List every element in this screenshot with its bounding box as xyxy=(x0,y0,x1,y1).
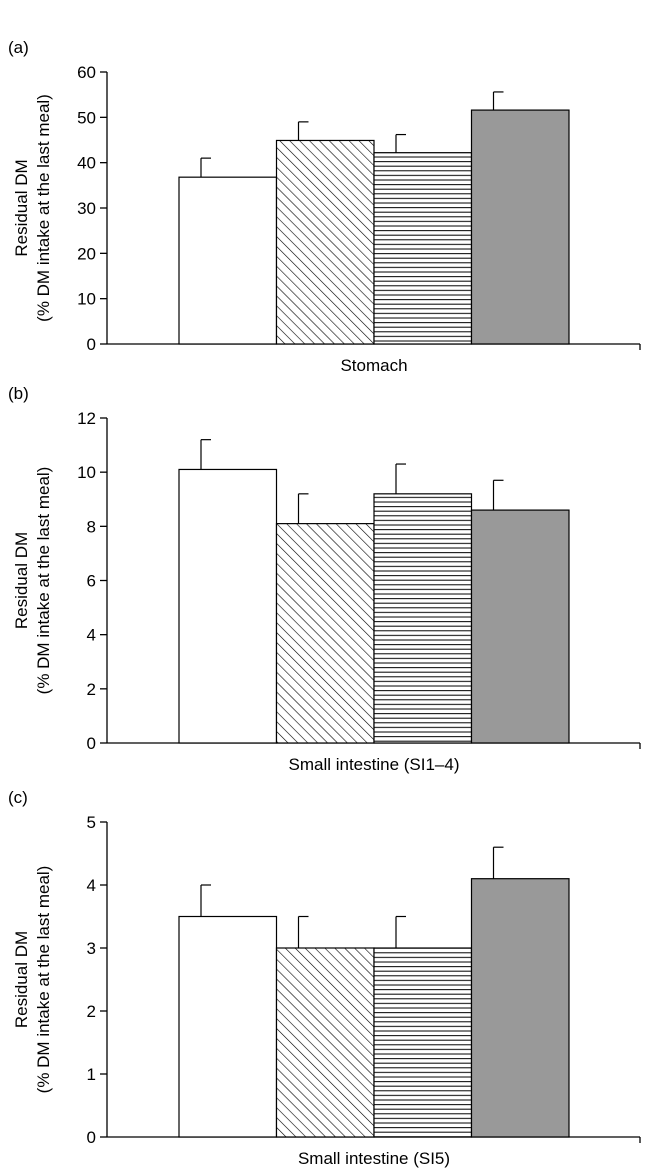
y-tick-label: 12 xyxy=(77,409,96,428)
panel-label: (b) xyxy=(8,384,29,403)
bar-grey xyxy=(470,878,570,1138)
y-tick-label: 4 xyxy=(87,876,96,895)
y-tick-label: 0 xyxy=(87,1128,96,1147)
y-tick-label: 10 xyxy=(77,463,96,482)
y-tick-label: 0 xyxy=(87,335,96,354)
y-axis-label-line-1: Residual DM xyxy=(12,931,31,1028)
bar-grey xyxy=(470,509,570,744)
bar-horizontal xyxy=(373,947,473,1138)
y-axis-label-line-1: Residual DM xyxy=(12,532,31,629)
y-axis-label-line-2: (% DM intake at the last meal) xyxy=(34,94,53,322)
bar-diagonal xyxy=(275,139,375,345)
chart-panel-3: 0 1 2 3 4 5 Small intestine (SI5) Residual DM (%… xyxy=(8,788,641,1168)
bar-horizontal xyxy=(373,152,473,345)
y-tick-label: 6 xyxy=(87,572,96,591)
chart-panel-2: 0 2 4 6 8 10 12 Small intestine (SI1–4) Residual… xyxy=(8,384,641,774)
bar-grey xyxy=(470,109,570,345)
y-tick-label: 30 xyxy=(77,199,96,218)
x-axis-label: Small intestine (SI5) xyxy=(298,1149,450,1168)
bar-white xyxy=(178,915,278,1138)
bar-horizontal xyxy=(373,493,473,744)
bar-white xyxy=(178,176,278,345)
y-tick-label: 4 xyxy=(87,626,96,645)
bar-diagonal xyxy=(275,523,375,744)
y-axis-label-line-2: (% DM intake at the last meal) xyxy=(34,467,53,695)
y-tick-label: 10 xyxy=(77,290,96,309)
panel-label: (c) xyxy=(8,788,28,807)
y-tick-label: 8 xyxy=(87,517,96,536)
y-tick-label: 1 xyxy=(87,1065,96,1084)
y-tick-label: 40 xyxy=(77,154,96,173)
x-axis-label: Stomach xyxy=(340,356,407,375)
y-tick-label: 2 xyxy=(87,680,96,699)
chart-panel-1: 0 10 20 30 40 50 60 Stomach Residual DM (% DM int… xyxy=(8,38,641,375)
y-tick-label: 60 xyxy=(77,63,96,82)
bar-white xyxy=(178,468,278,744)
panel-label: (a) xyxy=(8,38,29,57)
y-tick-label: 2 xyxy=(87,1002,96,1021)
y-tick-label: 20 xyxy=(77,244,96,263)
y-tick-label: 5 xyxy=(87,813,96,832)
bar-diagonal xyxy=(275,947,375,1138)
y-tick-label: 3 xyxy=(87,939,96,958)
y-tick-label: 0 xyxy=(87,734,96,753)
x-axis-label: Small intestine (SI1–4) xyxy=(288,755,459,774)
y-axis-label-line-2: (% DM intake at the last meal) xyxy=(34,866,53,1094)
y-tick-label: 50 xyxy=(77,108,96,127)
y-axis-label-line-1: Residual DM xyxy=(12,159,31,256)
